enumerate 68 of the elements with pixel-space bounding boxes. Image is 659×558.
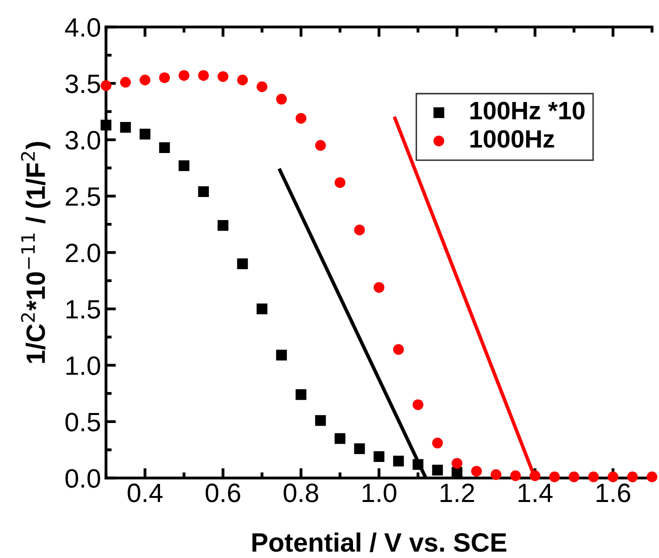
point <box>471 466 482 477</box>
legend-label: 100Hz *10 <box>470 102 585 120</box>
y-tick-label: 2.0 <box>66 244 100 262</box>
x-tick-label: 0.6 <box>206 484 240 502</box>
point <box>237 258 248 270</box>
point <box>178 160 190 172</box>
point <box>140 128 150 140</box>
point <box>315 415 326 426</box>
point <box>432 464 443 476</box>
point <box>178 70 190 81</box>
legend-label: 1000Hz <box>470 130 554 148</box>
x-tick-label: 1.2 <box>440 484 474 502</box>
point <box>374 282 384 293</box>
x-tick-label: 1.0 <box>362 484 396 502</box>
point <box>588 471 599 482</box>
point <box>334 177 346 188</box>
point <box>568 471 580 482</box>
point <box>237 74 248 86</box>
point <box>334 433 346 444</box>
x-axis-title: Potential / V vs. SCE <box>252 532 506 552</box>
x-tick-label: 1.6 <box>596 484 630 502</box>
x-tick-label: 1.4 <box>518 484 553 502</box>
y-tick-label: 4.0 <box>65 18 100 37</box>
y-tick-label: 3.5 <box>65 74 100 94</box>
point <box>159 142 170 154</box>
point <box>140 74 150 86</box>
point <box>276 350 287 360</box>
point <box>198 186 209 197</box>
point <box>412 399 424 410</box>
point <box>549 471 560 482</box>
y-tick-label: 0.5 <box>65 412 100 432</box>
point <box>218 220 228 231</box>
point <box>490 469 502 480</box>
point <box>510 470 521 482</box>
point <box>218 71 228 82</box>
point <box>315 140 326 151</box>
y-tick-label: 0.0 <box>65 469 100 488</box>
x-tick-label: 0.8 <box>284 484 318 502</box>
y-tick-label: 1.0 <box>66 356 100 376</box>
point <box>530 470 540 482</box>
y-axis-title: 1/C$^{2}$*10$^{−11}$ / (1/F$^{2}$) <box>21 142 50 363</box>
point <box>452 466 462 478</box>
point <box>608 471 618 482</box>
y-tick-label: 2.5 <box>66 187 100 206</box>
point <box>296 389 306 400</box>
point <box>296 112 306 124</box>
point <box>256 81 268 92</box>
point <box>120 122 131 133</box>
point <box>393 456 404 466</box>
point <box>412 459 424 470</box>
point <box>354 443 365 454</box>
point <box>120 76 131 88</box>
point <box>432 438 443 448</box>
point <box>452 458 462 469</box>
point <box>354 224 365 236</box>
point <box>256 303 268 314</box>
point <box>100 80 112 92</box>
point <box>159 72 170 84</box>
y-tick-label: 3.0 <box>65 130 100 150</box>
point <box>100 120 112 130</box>
point <box>374 451 384 462</box>
point <box>393 344 404 355</box>
x-tick-label: 0.4 <box>128 484 163 502</box>
point <box>198 70 209 81</box>
point <box>276 94 287 105</box>
point <box>646 471 658 482</box>
y-tick-label: 1.5 <box>66 300 100 319</box>
point <box>627 471 638 482</box>
